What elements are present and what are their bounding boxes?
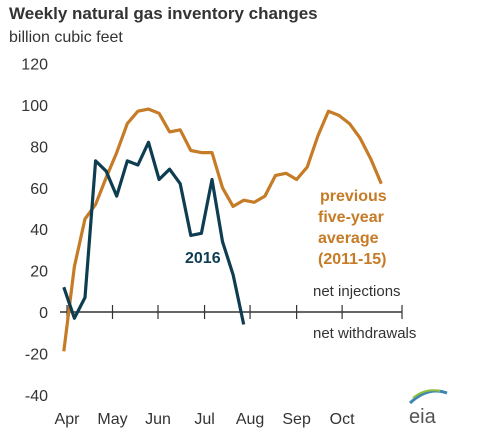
x-tick-label: Oct	[330, 411, 355, 428]
y-tick-label: 20	[30, 264, 48, 281]
series-label-average-line-1: previous	[320, 188, 387, 205]
y-tick-label: 100	[21, 98, 48, 115]
x-axis-ticks: Apr May Jun Jul Aug Sep Oct	[55, 305, 403, 428]
x-tick-label: Jun	[145, 411, 171, 428]
series-line-five-year-average	[62, 107, 383, 352]
y-tick-label: -40	[25, 388, 48, 405]
net-withdrawals-label: net withdrawals	[313, 325, 416, 342]
y-tick-label: 0	[39, 305, 48, 322]
y-tick-label: 60	[30, 181, 48, 198]
series-label-average-line-4: (2011-15)	[318, 251, 387, 268]
series-label-average-line-3: average	[318, 230, 379, 247]
y-tick-label: 80	[30, 139, 48, 156]
y-axis-unit-label: billion cubic feet	[9, 29, 123, 46]
y-tick-label: 120	[21, 57, 48, 74]
chart-title: Weekly natural gas inventory changes	[9, 4, 318, 23]
x-tick-label: Apr	[55, 411, 81, 428]
x-tick-label: Sep	[282, 411, 311, 428]
series-line-2016	[62, 140, 246, 325]
svg-text:eia: eia	[409, 406, 437, 428]
eia-logo: eia	[408, 389, 448, 428]
y-tick-label: 40	[30, 222, 48, 239]
net-injections-label: net injections	[313, 283, 401, 300]
series-label-average-line-2: five-year	[318, 209, 384, 226]
y-axis-ticks: 120 100 80 60 40 20 0 -20 -40	[21, 57, 48, 405]
x-tick-label: May	[97, 411, 127, 428]
y-tick-label: -20	[25, 346, 48, 363]
series-lines	[62, 107, 383, 352]
series-label-2016: 2016	[185, 250, 221, 267]
x-tick-label: Jul	[194, 411, 214, 428]
x-tick-label: Aug	[236, 411, 264, 428]
